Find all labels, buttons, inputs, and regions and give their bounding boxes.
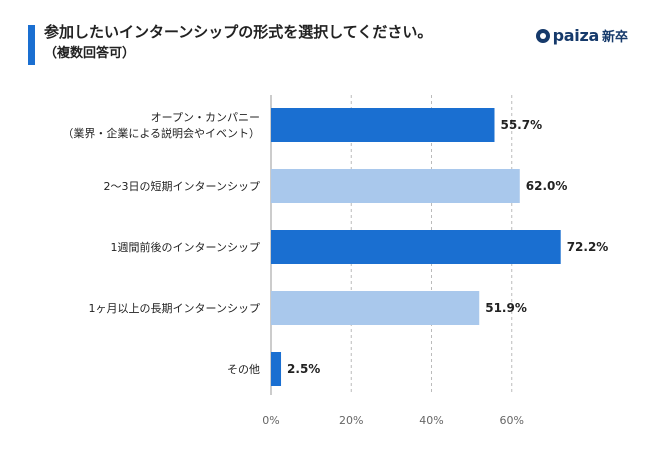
category-label: オープン・カンパニー: [151, 111, 260, 124]
bar: [271, 108, 495, 142]
bar: [271, 169, 520, 203]
data-label: 62.0%: [526, 179, 568, 193]
category-label: 2〜3日の短期インターンシップ: [104, 179, 260, 193]
brand-logo: paiza 新卒: [535, 26, 628, 45]
x-tick-label: 20%: [339, 414, 363, 427]
bar: [271, 352, 282, 386]
bar: [271, 291, 480, 325]
brand-suffix: 新卒: [601, 30, 628, 45]
data-label: 51.9%: [485, 301, 527, 315]
chart-subtitle: （複数回答可）: [44, 46, 136, 61]
brand-logo-icon: [535, 28, 550, 43]
category-label: （業界・企業による説明会やイベント）: [62, 126, 260, 140]
category-label: 1ヶ月以上の長期インターンシップ: [89, 302, 260, 315]
x-tick-label: 0%: [262, 414, 279, 427]
data-label: 55.7%: [500, 118, 542, 132]
x-tick-label: 60%: [500, 414, 524, 427]
category-label: 1週間前後のインターンシップ: [111, 240, 260, 254]
chart-title: 参加したいインターンシップの形式を選択してください。: [44, 23, 433, 41]
bar: [271, 230, 561, 264]
brand-name: paiza: [552, 26, 600, 45]
data-label: 72.2%: [567, 240, 609, 254]
data-label: 2.5%: [287, 362, 320, 376]
x-tick-label: 40%: [419, 414, 443, 427]
category-label: その他: [227, 363, 260, 376]
title-accent-bar: [28, 25, 35, 65]
